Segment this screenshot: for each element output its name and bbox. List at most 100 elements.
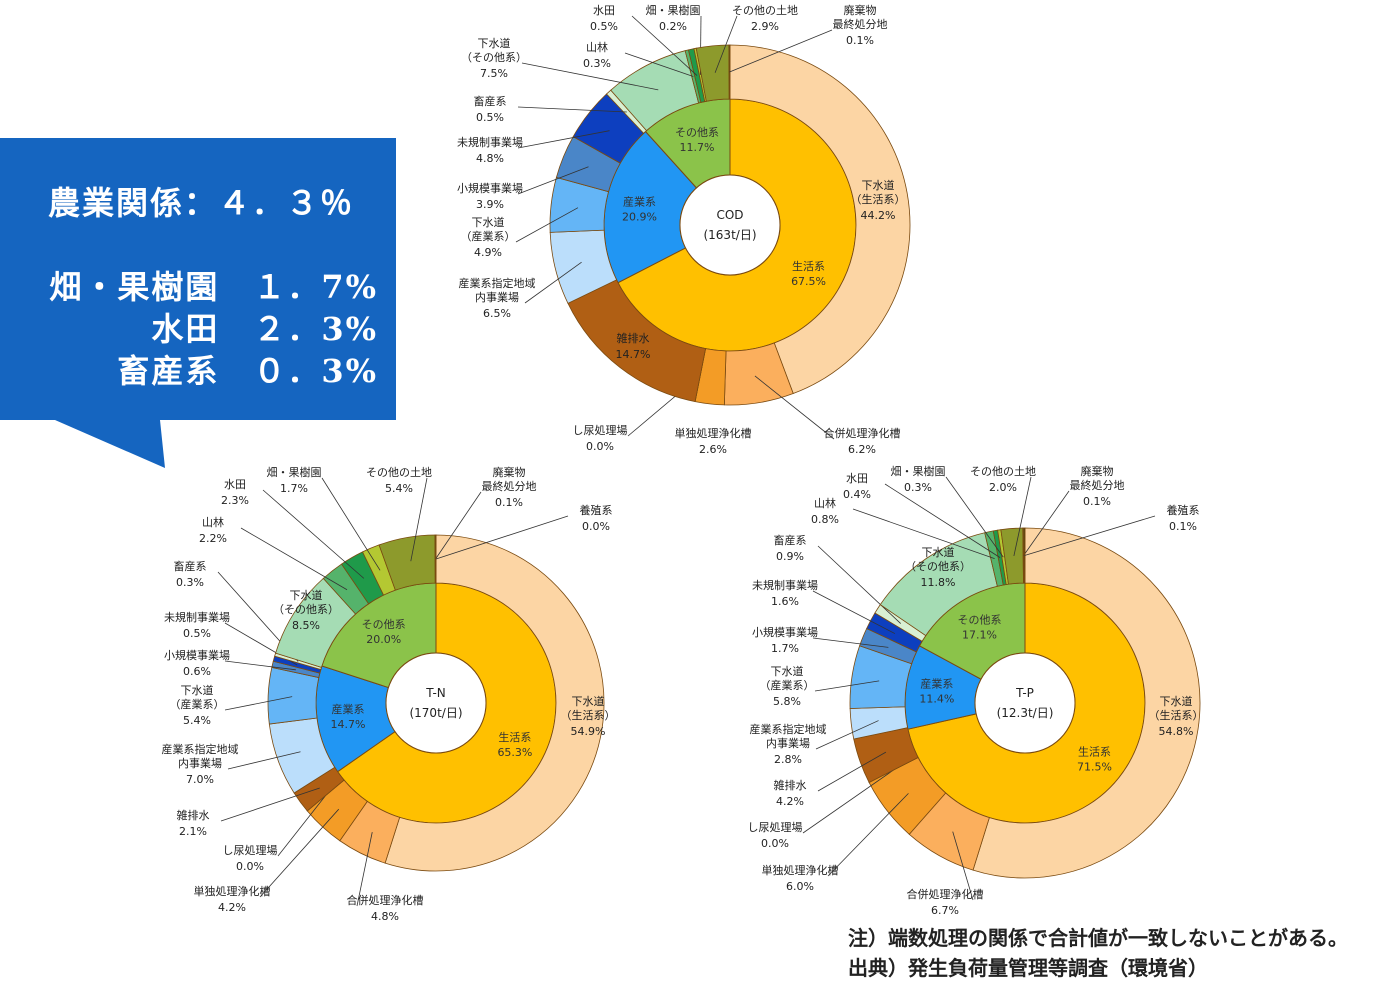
tp-leader-line [812,637,889,648]
tp-outer-slice [1023,527,1026,584]
tn-leader-line [240,527,348,591]
tn-outer-label: 廃棄物 [493,465,526,479]
cod-outer-label: 産業系指定地域 [459,276,536,290]
tn-outer-value: 5.4% [385,482,413,495]
cod-outer-slice [729,44,911,395]
cod-leader-line [517,166,589,195]
tp-outer-value: 0.1% [1083,495,1111,508]
tn-outer-value: 1.7% [280,482,308,495]
tp-outer-label: （その他系） [905,560,971,573]
cod-center-hole [679,174,781,276]
cod-leader-line [624,52,694,77]
tn-inner-value: 65.3% [497,746,532,759]
tp-outer-value: 1.7% [771,642,799,655]
cod-outer-value: 2.6% [699,443,727,456]
tn-outer-label: 下水道 [181,683,214,697]
cod-outer-label: 内事業場 [475,290,519,304]
agriculture-callout: 農業関係：４．３％ 畑・果樹園 １．7% 水田 ２．3% 畜産系 ０．3% [0,138,396,468]
cod-outer-label: 水田 [593,4,615,17]
cod-outer-value: 0.5% [476,111,504,124]
tp-outer-label: （産業系） [760,679,815,692]
tp-center-label: T-P [1015,686,1034,700]
tp-leader-line [817,751,887,792]
tn-outer-value: 0.3% [176,576,204,589]
tp-outer-value: 0.1% [1169,520,1197,533]
tp-outer-label: その他の土地 [970,465,1036,478]
tp-center-hole [974,652,1076,754]
tn-outer-value: 2.2% [199,532,227,545]
tn-outer-value: 4.2% [218,901,246,914]
cod-outer-value: 44.2% [861,209,896,222]
tp-outer-label: 未規制事業場 [752,578,818,592]
tp-outer-value: 1.6% [771,595,799,608]
tn-outer-value: 8.5% [292,619,320,632]
tn-inner-label: 生活系 [498,730,531,744]
tn-outer-label: 産業系指定地域 [162,742,239,756]
tp-outer-label: 養殖系 [1167,503,1200,517]
tn-outer-label: 山林 [202,515,224,529]
tp-inner-label: 産業系 [920,678,953,691]
cod-inner-label: 生活系 [792,259,825,273]
tn-outer-label: （産業系） [170,698,225,711]
tn-outer-value: 2.3% [221,494,249,507]
tn-outer-value: 0.0% [582,520,610,533]
tn-outer-value: 0.6% [183,665,211,678]
tp-outer-label: 畜産系 [774,533,807,547]
tp-inner-value: 17.1% [962,629,997,642]
cod-inner-value: 20.9% [622,210,657,223]
cod-center-label: (163t/日) [703,228,756,242]
tp-chart: 生活系71.5%産業系11.4%その他系17.1%下水道（生活系）54.8%合併… [748,464,1204,917]
tn-outer-label: 養殖系 [580,503,613,517]
cod-outer-value: 3.9% [476,198,504,211]
cod-outer-label: 山林 [586,40,608,54]
cod-leader-line [524,261,582,304]
tn-leader-line [224,660,296,671]
cod-leader-line [754,375,835,440]
tp-outer-slice [972,527,1201,879]
tp-leader-line [812,590,896,634]
tp-outer-label: 下水道 [771,664,804,678]
tp-outer-value: 0.4% [843,488,871,501]
cod-outer-label: し尿処理場 [573,424,628,437]
tp-outer-label: 内事業場 [766,736,810,750]
tp-outer-label: 水田 [846,472,868,485]
tn-outer-value: 0.0% [236,860,264,873]
cod-leader-line [714,15,738,73]
callout-line-livestock: 畜産系 ０．3% [117,352,378,390]
tn-outer-label: 雑排水 [177,808,210,822]
cod-outer-label: 畑・果樹園 [646,4,701,17]
tp-leader-line [827,793,909,877]
tn-leader-line [435,515,569,560]
tp-outer-label: 下水道 [922,545,955,559]
tp-outer-label: 小規模事業場 [752,625,818,639]
tp-outer-value: 2.8% [774,753,802,766]
cod-outer-label: （産業系） [461,230,516,243]
cod-outer-label: （その他系） [461,51,527,64]
cod-outer-label: 畜産系 [474,94,507,108]
tp-outer-label: 単独処理浄化槽 [762,863,839,877]
tn-outer-label: し尿処理場 [223,844,278,857]
cod-outer-label: 未規制事業場 [457,135,523,149]
tn-outer-label: 下水道 [290,588,323,602]
tp-outer-value: 54.8% [1159,725,1194,738]
tp-outer-value: 0.3% [904,481,932,494]
tn-outer-value: 0.5% [183,627,211,640]
tp-leader-line [884,483,1001,558]
cod-outer-value: 0.1% [846,34,874,47]
tn-outer-label: 単独処理浄化槽 [194,884,271,898]
tp-leader-line [817,545,901,624]
tp-leader-line [952,831,974,901]
callout-title: 農業関係：４．３％ [48,184,355,222]
tp-outer-value: 11.8% [921,576,956,589]
tn-center-label: (170t/日) [409,706,462,720]
cod-outer-label: 下水道 [472,215,505,229]
tn-outer-slice [384,534,605,872]
tp-leader-line [945,476,1004,558]
tn-outer-label: 合併処理浄化槽 [347,893,424,907]
tn-outer-label: 下水道 [572,694,605,708]
tp-inner-label: 生活系 [1078,745,1111,759]
tn-leader-line [410,477,428,562]
tn-inner-value: 20.0% [366,633,401,646]
cod-center-label: COD [716,208,743,222]
